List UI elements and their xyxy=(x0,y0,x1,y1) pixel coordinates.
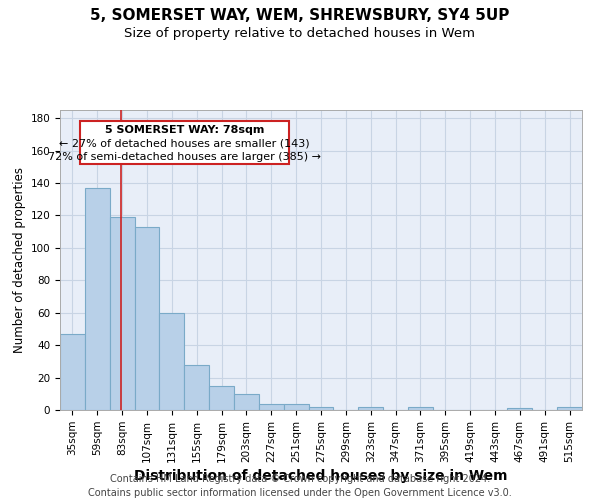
X-axis label: Distribution of detached houses by size in Wem: Distribution of detached houses by size … xyxy=(134,469,508,483)
Bar xyxy=(184,364,209,410)
FancyBboxPatch shape xyxy=(80,122,289,164)
Bar xyxy=(134,227,160,410)
Text: ← 27% of detached houses are smaller (143): ← 27% of detached houses are smaller (14… xyxy=(59,138,310,148)
Bar xyxy=(284,404,308,410)
Bar xyxy=(160,312,184,410)
Bar xyxy=(110,217,134,410)
Bar xyxy=(259,404,284,410)
Y-axis label: Number of detached properties: Number of detached properties xyxy=(13,167,26,353)
Text: Contains HM Land Registry data © Crown copyright and database right 2024.
Contai: Contains HM Land Registry data © Crown c… xyxy=(88,474,512,498)
Bar xyxy=(508,408,532,410)
Bar xyxy=(308,407,334,410)
Text: 5 SOMERSET WAY: 78sqm: 5 SOMERSET WAY: 78sqm xyxy=(104,124,264,134)
Bar xyxy=(234,394,259,410)
Text: 72% of semi-detached houses are larger (385) →: 72% of semi-detached houses are larger (… xyxy=(48,152,321,162)
Text: 5, SOMERSET WAY, WEM, SHREWSBURY, SY4 5UP: 5, SOMERSET WAY, WEM, SHREWSBURY, SY4 5U… xyxy=(91,8,509,22)
Bar xyxy=(60,334,85,410)
Bar xyxy=(85,188,110,410)
Bar xyxy=(408,407,433,410)
Bar xyxy=(557,407,582,410)
Bar xyxy=(209,386,234,410)
Text: Size of property relative to detached houses in Wem: Size of property relative to detached ho… xyxy=(125,28,476,40)
Bar xyxy=(358,407,383,410)
